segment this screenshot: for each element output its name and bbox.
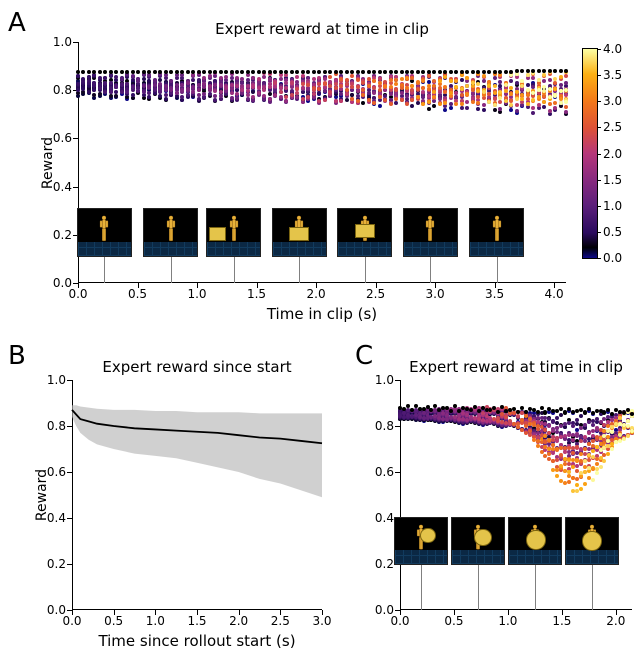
chart-a-title: Expert reward at time in clip bbox=[78, 20, 566, 38]
x-axis-title: Time in clip (s) bbox=[78, 305, 566, 323]
filmstrip-frame bbox=[272, 208, 327, 257]
panel-label-a: A bbox=[8, 8, 26, 38]
chart-c-title: Expert reward at time in clip bbox=[400, 358, 632, 376]
filmstrip-frame bbox=[469, 208, 524, 257]
filmstrip-frame bbox=[143, 208, 198, 257]
filmstrip-frame bbox=[394, 517, 448, 565]
filmstrip-frame bbox=[337, 208, 392, 257]
chart-c: Expert reward at time in clip 0.00.20.40… bbox=[400, 380, 632, 610]
chart-a-colorbar: 0.00.51.01.52.02.53.03.54.0 bbox=[582, 48, 598, 259]
y-axis-title: Reward bbox=[34, 469, 50, 521]
panel-label-b: B bbox=[8, 341, 26, 371]
chart-b: Expert reward since start 0.00.20.40.60.… bbox=[72, 380, 322, 610]
panel-label-c: C bbox=[355, 341, 373, 371]
chart-b-plot bbox=[72, 380, 322, 610]
filmstrip-frame bbox=[403, 208, 458, 257]
filmstrip-frame bbox=[508, 517, 562, 565]
y-axis-title: Reward bbox=[40, 136, 56, 188]
filmstrip-frame bbox=[206, 208, 261, 257]
filmstrip-frame bbox=[77, 208, 132, 257]
chart-a: Expert reward at time in clip 0.00.20.40… bbox=[78, 42, 566, 283]
filmstrip-frame bbox=[451, 517, 505, 565]
chart-b-title: Expert reward since start bbox=[72, 358, 322, 376]
filmstrip-frame bbox=[565, 517, 619, 565]
figure: { "labels": {"A": "A", "B": "B", "C": "C… bbox=[0, 0, 640, 662]
x-axis-title: Time since rollout start (s) bbox=[72, 632, 322, 650]
